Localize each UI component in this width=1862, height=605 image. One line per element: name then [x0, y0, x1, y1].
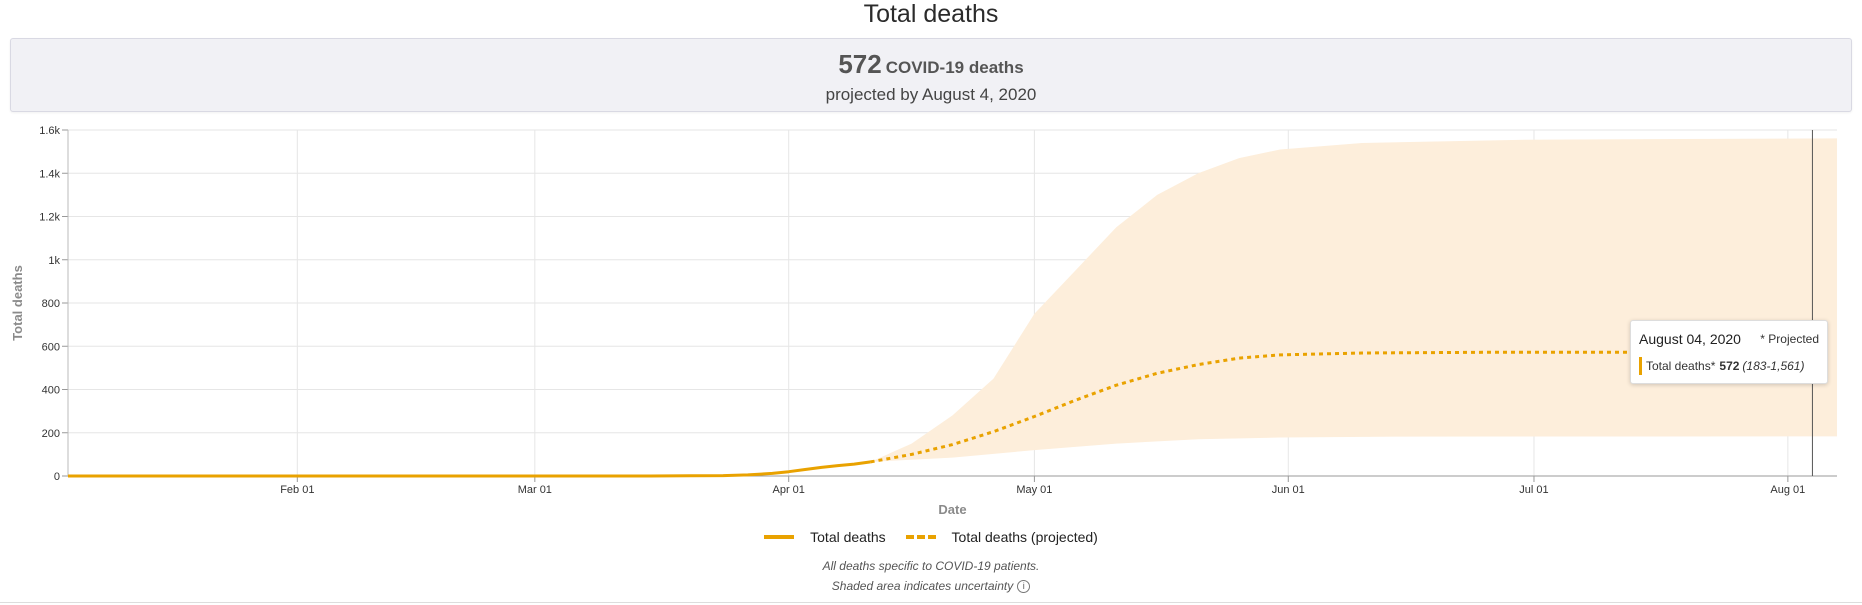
tooltip-value: 572 — [1719, 359, 1740, 373]
y-tick-label: 200 — [42, 428, 60, 440]
y-tick-label: 1.6k — [39, 125, 60, 137]
info-icon[interactable]: i — [1017, 580, 1031, 593]
projected-deaths-number: 572 — [838, 49, 882, 79]
total-deaths-chart[interactable]: 0 200 400 600 800 1k 1.2k 1.4k 1.6k Feb 01 Mar 01 A… — [0, 0, 1862, 520]
tooltip-date: August 04, 2020 — [1639, 331, 1741, 347]
x-tick-label: Jul 01 — [1519, 484, 1548, 496]
y-tick-label: 800 — [42, 298, 60, 310]
y-tick-label: 0 — [54, 471, 60, 483]
uncertainty-band — [870, 138, 1837, 462]
y-tick-label: 400 — [42, 385, 60, 397]
series-line-total-deaths — [68, 460, 871, 478]
y-axis-title: Total deaths — [10, 265, 25, 341]
tooltip-series-label: Total deaths* — [1646, 359, 1716, 373]
dashed-line-swatch — [905, 535, 936, 539]
projection-summary-box: 572 COVID-19 deaths projected by August 4… — [10, 38, 1852, 112]
x-axis-title: Date — [938, 502, 966, 517]
chart-title: Total deaths — [863, 0, 999, 28]
x-tick-label: Apr 01 — [772, 484, 804, 496]
summary-headline: 572 COVID-19 deaths — [11, 49, 1851, 84]
x-tick-label: Mar 01 — [518, 484, 552, 496]
tooltip-projected-flag: * Projected — [1760, 332, 1819, 346]
solid-line-swatch — [764, 535, 795, 539]
footnote-deaths-specific: All deaths specific to COVID-19 patients… — [822, 559, 1040, 573]
y-tick-label: 1.4k — [39, 168, 60, 180]
legend-item-total-deaths-projected[interactable]: Total deaths (projected) — [905, 529, 1098, 545]
tooltip-row: Total deaths* 572 (183-1,561) — [1639, 357, 1804, 375]
y-tick-label: 600 — [42, 341, 60, 353]
chart-legend: Total deaths Total deaths (projected) — [0, 526, 1862, 545]
footnote-uncertainty-text: Shaded area indicates uncertainty — [831, 579, 1014, 593]
projection-date-text: projected by August 4, 2020 — [825, 85, 1037, 104]
legend-label-total-deaths-projected: Total deaths (projected) — [951, 529, 1098, 545]
y-tick-label: 1k — [48, 255, 60, 267]
projected-deaths-unit: COVID-19 deaths — [885, 58, 1024, 77]
x-tick-label: Jun 01 — [1272, 484, 1305, 496]
legend-label-total-deaths: Total deaths — [810, 529, 886, 545]
x-tick-label: Aug 01 — [1770, 484, 1805, 496]
y-tick-label: 1.2k — [39, 212, 60, 224]
series-line-total-deaths-projected — [870, 350, 1813, 464]
legend-item-total-deaths[interactable]: Total deaths — [764, 529, 886, 545]
bottom-divider — [0, 602, 1862, 603]
x-tick-label: Feb 01 — [280, 484, 314, 496]
x-tick-label: May 01 — [1016, 484, 1052, 496]
chart-tooltip: August 04, 2020 * Projected Total deaths… — [1630, 320, 1828, 384]
footnote-uncertainty: Shaded area indicates uncertainty i — [0, 579, 1862, 593]
tooltip-range: (183-1,561) — [1742, 359, 1805, 373]
